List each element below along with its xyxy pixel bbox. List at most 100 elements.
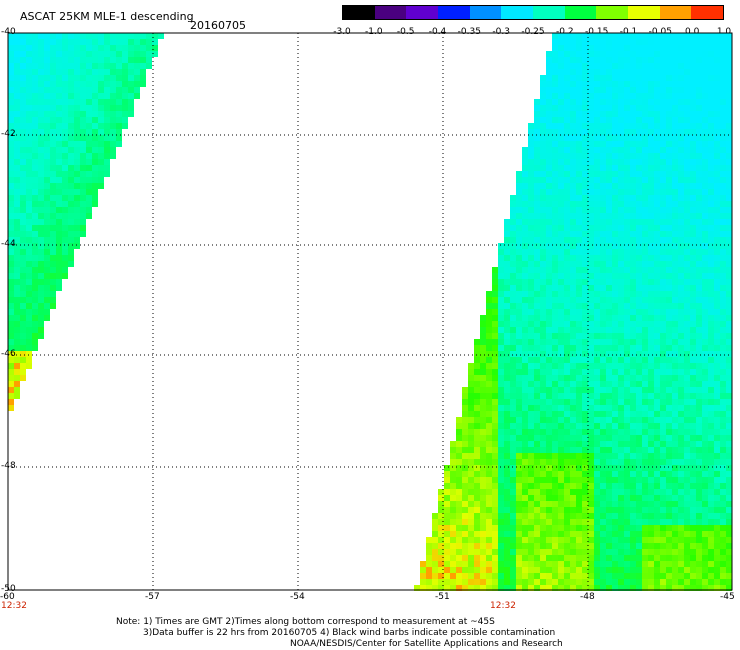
swath-right-cell — [720, 375, 726, 381]
swath-left-cell — [50, 213, 56, 219]
swath-right-cell — [540, 501, 546, 507]
swath-right-cell — [462, 579, 468, 585]
swath-right-cell — [552, 465, 558, 471]
swath-right-cell — [690, 375, 696, 381]
swath-right-cell — [432, 525, 438, 531]
swath-right-cell — [702, 465, 708, 471]
swath-right-cell — [630, 549, 636, 555]
swath-left-cell — [20, 363, 26, 369]
swath-right-cell — [582, 261, 588, 267]
swath-right-cell — [678, 39, 684, 45]
swath-right-cell — [684, 243, 690, 249]
swath-right-cell — [588, 225, 594, 231]
swath-right-cell — [624, 99, 630, 105]
swath-right-cell — [642, 75, 648, 81]
swath-right-cell — [558, 399, 564, 405]
swath-left-cell — [44, 75, 50, 81]
swath-right-cell — [630, 447, 636, 453]
swath-right-cell — [690, 231, 696, 237]
swath-right-cell — [600, 459, 606, 465]
swath-right-cell — [618, 405, 624, 411]
swath-right-cell — [606, 267, 612, 273]
colorbar-label: -3.0 — [333, 27, 351, 37]
swath-left-cell — [8, 375, 14, 381]
swath-right-cell — [678, 177, 684, 183]
swath-right-cell — [552, 135, 558, 141]
swath-right-cell — [630, 195, 636, 201]
swath-right-cell — [510, 585, 516, 591]
swath-right-cell — [534, 399, 540, 405]
swath-right-cell — [510, 495, 516, 501]
swath-right-cell — [672, 351, 678, 357]
swath-right-cell — [660, 387, 666, 393]
swath-right-cell — [480, 465, 486, 471]
swath-right-cell — [558, 573, 564, 579]
swath-right-cell — [630, 357, 636, 363]
swath-right-cell — [660, 525, 666, 531]
swath-right-cell — [660, 147, 666, 153]
swath-right-cell — [702, 87, 708, 93]
swath-right-cell — [618, 357, 624, 363]
swath-right-cell — [702, 111, 708, 117]
swath-right-cell — [636, 213, 642, 219]
swath-right-cell — [678, 87, 684, 93]
swath-right-cell — [468, 459, 474, 465]
swath-left-cell — [116, 75, 122, 81]
swath-left-cell — [38, 105, 44, 111]
swath-left-cell — [56, 93, 62, 99]
swath-right-cell — [510, 225, 516, 231]
swath-right-cell — [660, 357, 666, 363]
swath-right-cell — [504, 501, 510, 507]
swath-right-cell — [720, 93, 726, 99]
swath-right-cell — [636, 429, 642, 435]
swath-left-cell — [50, 261, 56, 267]
swath-right-cell — [504, 363, 510, 369]
swath-right-cell — [666, 75, 672, 81]
swath-left-cell — [56, 159, 62, 165]
swath-right-cell — [678, 315, 684, 321]
swath-left-cell — [110, 105, 116, 111]
swath-right-cell — [666, 147, 672, 153]
swath-right-cell — [714, 189, 720, 195]
swath-right-cell — [540, 459, 546, 465]
swath-right-cell — [636, 93, 642, 99]
swath-right-cell — [546, 435, 552, 441]
swath-right-cell — [666, 243, 672, 249]
swath-right-cell — [540, 219, 546, 225]
swath-right-cell — [606, 567, 612, 573]
swath-right-cell — [588, 579, 594, 585]
swath-right-cell — [624, 513, 630, 519]
swath-right-cell — [588, 261, 594, 267]
swath-right-cell — [570, 207, 576, 213]
swath-right-cell — [654, 279, 660, 285]
swath-right-cell — [558, 213, 564, 219]
swath-left-cell — [56, 219, 62, 225]
swath-right-cell — [714, 57, 720, 63]
swath-right-cell — [570, 93, 576, 99]
swath-right-cell — [684, 495, 690, 501]
swath-right-cell — [708, 315, 714, 321]
swath-right-cell — [498, 249, 504, 255]
swath-left-cell — [110, 81, 116, 87]
swath-right-cell — [684, 471, 690, 477]
swath-right-cell — [564, 57, 570, 63]
swath-right-cell — [726, 225, 732, 231]
swath-right-cell — [654, 387, 660, 393]
swath-left-cell — [80, 165, 86, 171]
swath-right-cell — [660, 99, 666, 105]
swath-right-cell — [594, 321, 600, 327]
swath-right-cell — [576, 351, 582, 357]
swath-right-cell — [660, 507, 666, 513]
swath-right-cell — [630, 63, 636, 69]
swath-right-cell — [474, 369, 480, 375]
swath-right-cell — [600, 273, 606, 279]
swath-right-cell — [594, 273, 600, 279]
swath-right-cell — [606, 465, 612, 471]
swath-right-cell — [522, 255, 528, 261]
swath-right-cell — [426, 537, 432, 543]
swath-right-cell — [654, 51, 660, 57]
swath-right-cell — [606, 45, 612, 51]
swath-right-cell — [462, 453, 468, 459]
swath-left-cell — [14, 255, 20, 261]
swath-left-cell — [26, 117, 32, 123]
